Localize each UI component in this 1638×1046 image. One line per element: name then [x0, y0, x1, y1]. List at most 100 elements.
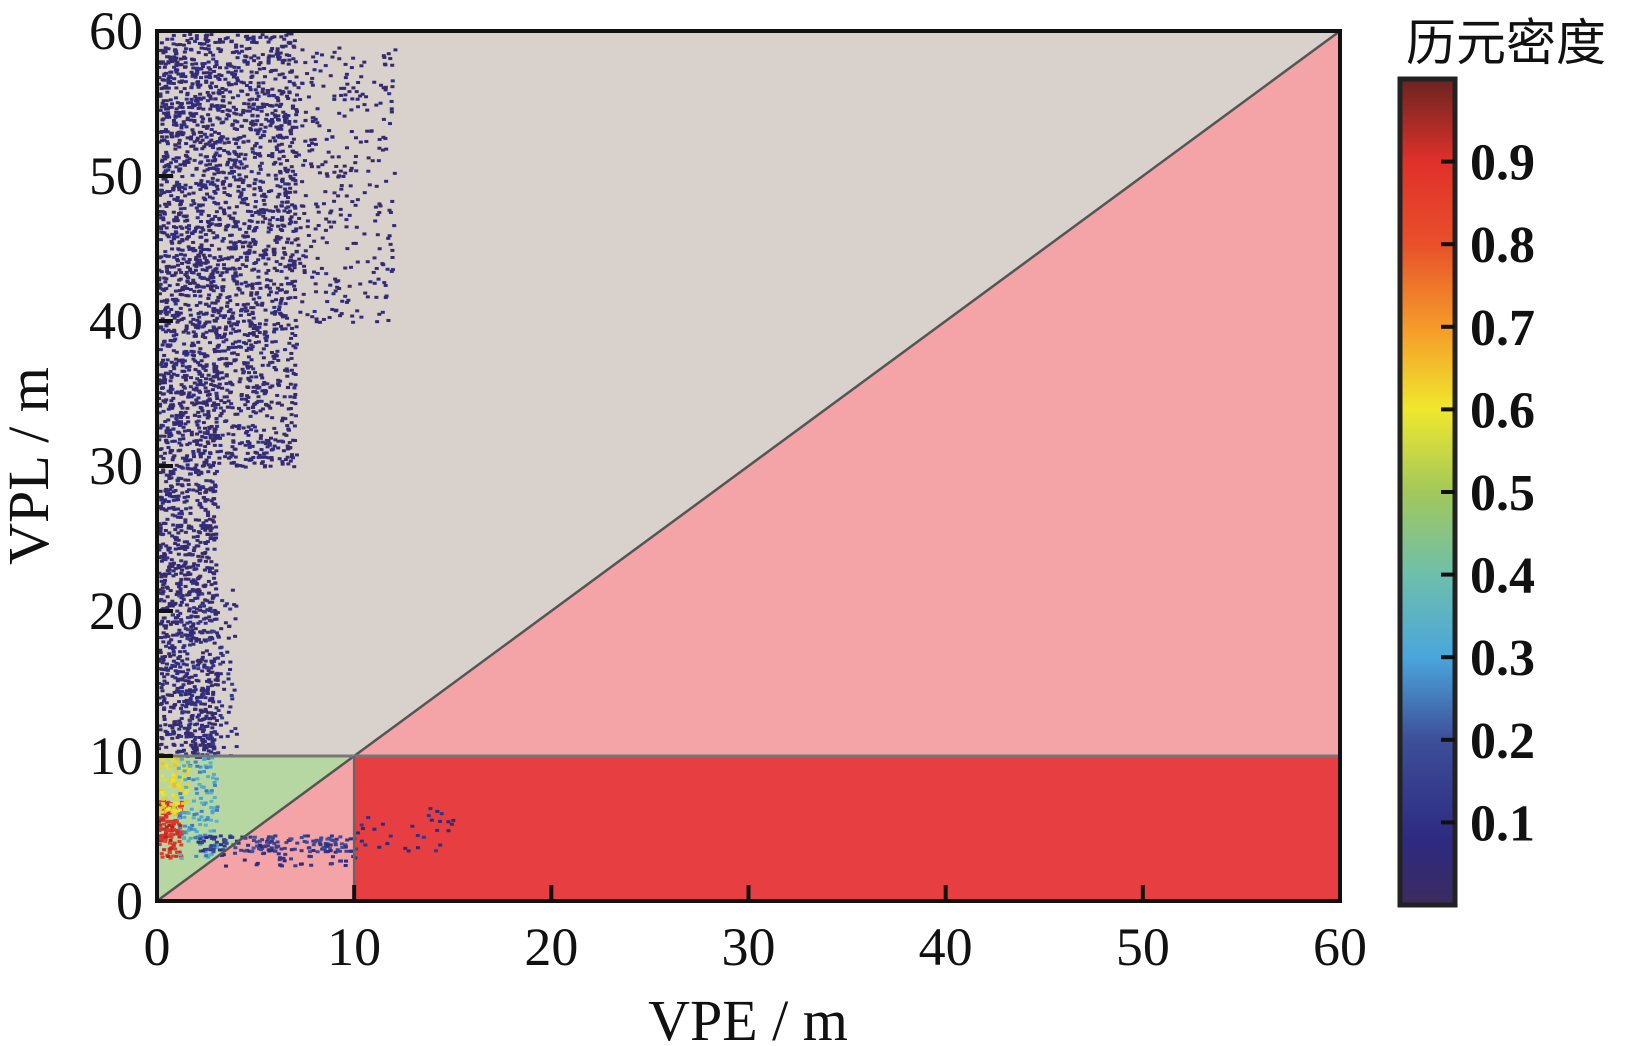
data-point	[279, 324, 284, 328]
data-point	[161, 224, 166, 228]
data-point	[257, 67, 262, 71]
data-point	[204, 186, 209, 190]
data-point	[319, 836, 324, 840]
data-point	[177, 670, 182, 674]
data-point	[247, 105, 252, 109]
data-point	[257, 847, 262, 851]
data-point	[179, 523, 184, 527]
data-point	[320, 163, 325, 167]
data-point	[246, 843, 251, 847]
data-point	[185, 657, 190, 661]
data-point	[287, 341, 292, 345]
data-point	[200, 185, 205, 189]
data-point	[312, 137, 317, 141]
data-point	[237, 166, 242, 170]
data-point	[343, 843, 348, 847]
data-point	[233, 178, 238, 182]
data-point	[175, 523, 180, 527]
data-point	[159, 310, 164, 314]
data-point	[195, 377, 200, 381]
data-point	[288, 186, 293, 190]
data-point	[192, 685, 197, 689]
data-point	[199, 471, 204, 475]
data-point	[171, 364, 176, 368]
data-point	[234, 76, 239, 80]
data-point	[240, 464, 245, 468]
data-point	[164, 99, 169, 103]
data-point	[293, 212, 298, 216]
data-point	[236, 185, 241, 189]
data-point	[212, 159, 217, 163]
data-point	[217, 218, 222, 222]
data-point	[188, 320, 193, 324]
data-point	[166, 86, 171, 90]
data-point	[162, 717, 167, 721]
data-point	[279, 142, 284, 146]
data-point	[170, 803, 175, 807]
data-point	[217, 106, 222, 110]
data-point	[167, 165, 172, 169]
data-point	[234, 258, 239, 262]
data-point	[290, 401, 295, 405]
data-point	[177, 781, 182, 785]
data-point	[157, 659, 162, 663]
data-point	[172, 273, 177, 277]
data-point	[220, 86, 225, 90]
x-tick-label: 60	[1313, 917, 1367, 977]
data-point	[223, 77, 228, 81]
data-point	[261, 253, 266, 257]
data-point	[220, 239, 225, 243]
data-point	[158, 282, 163, 286]
data-point	[215, 263, 220, 267]
data-point	[202, 355, 207, 359]
data-point	[244, 164, 249, 168]
data-point	[212, 104, 217, 108]
data-point	[245, 429, 250, 433]
data-point	[235, 303, 240, 307]
data-point	[169, 330, 174, 334]
data-point	[192, 745, 197, 749]
data-point	[190, 628, 195, 632]
data-point	[170, 824, 175, 828]
data-point	[170, 599, 175, 603]
data-point	[187, 764, 192, 768]
data-point	[353, 203, 358, 207]
data-point	[187, 247, 192, 251]
data-point	[203, 621, 208, 625]
data-point	[270, 216, 275, 220]
data-point	[288, 174, 293, 178]
data-point	[204, 320, 209, 324]
data-point	[212, 350, 217, 354]
data-point	[179, 389, 184, 393]
data-point	[219, 399, 224, 403]
data-point	[159, 447, 164, 451]
data-point	[197, 503, 202, 507]
data-point	[211, 806, 216, 810]
data-point	[184, 270, 189, 274]
data-point	[162, 165, 167, 169]
data-point	[167, 604, 172, 608]
data-point	[177, 719, 182, 723]
data-point	[271, 94, 276, 98]
data-point	[247, 46, 252, 50]
data-point	[302, 834, 307, 838]
data-point	[415, 833, 420, 837]
data-point	[224, 338, 229, 342]
data-point	[232, 603, 237, 607]
data-point	[237, 173, 242, 177]
data-point	[274, 125, 279, 129]
data-point	[208, 680, 213, 684]
data-point	[199, 179, 204, 183]
data-point	[349, 849, 354, 853]
data-point	[253, 88, 258, 92]
data-point	[168, 451, 173, 455]
data-point	[166, 264, 171, 268]
data-point	[157, 76, 162, 80]
data-point	[446, 820, 451, 824]
data-point	[183, 740, 188, 744]
data-point	[264, 318, 269, 322]
data-point	[214, 563, 219, 567]
data-point	[169, 105, 174, 109]
data-point	[323, 160, 328, 164]
data-point	[215, 187, 220, 191]
